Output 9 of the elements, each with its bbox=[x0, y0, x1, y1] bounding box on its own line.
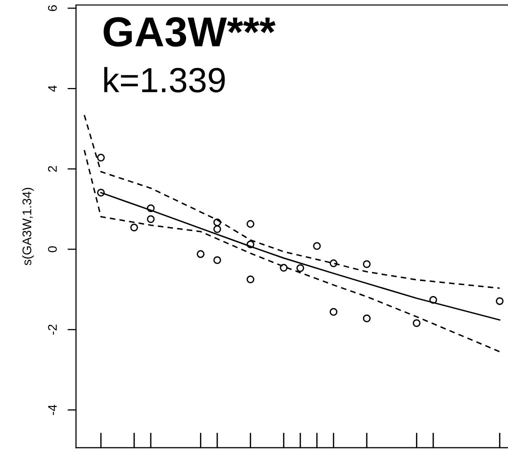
y-tick-label: 6 bbox=[48, 5, 57, 12]
y-tick-label: 4 bbox=[48, 85, 57, 92]
chart-title: GA3W*** bbox=[104, 17, 276, 47]
y-tick-label: -4 bbox=[48, 404, 57, 415]
y-tick-label: 0 bbox=[48, 246, 57, 252]
y-tick-label: 2 bbox=[48, 166, 57, 172]
y-axis-title: s(GA3W,1.34) bbox=[22, 188, 34, 266]
y-tick-label: -2 bbox=[48, 324, 57, 335]
annotation: k=1.339 bbox=[104, 66, 225, 92]
